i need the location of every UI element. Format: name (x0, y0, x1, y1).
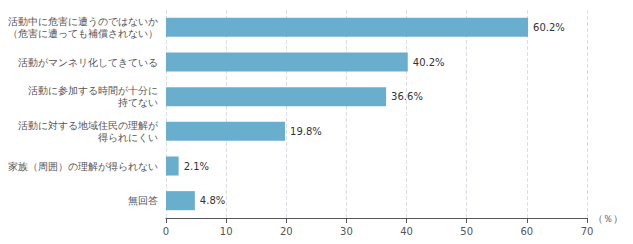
svg-text:活動がマンネリ化してきている: 活動がマンネリ化してきている (18, 57, 158, 68)
svg-text:60.2%: 60.2% (533, 22, 565, 33)
svg-text:活動に参加する時間が十分に: 活動に参加する時間が十分に (28, 85, 158, 96)
svg-text:60: 60 (520, 226, 533, 237)
svg-text:得られにくい: 得られにくい (98, 132, 158, 143)
svg-text:50: 50 (460, 226, 473, 237)
svg-text:活動に対する地域住民の理解が: 活動に対する地域住民の理解が (18, 120, 159, 131)
svg-text:40: 40 (400, 226, 413, 237)
svg-text:（％）: （％） (593, 213, 623, 224)
svg-text:活動中に危害に遭うのではないか: 活動中に危害に遭うのではないか (8, 16, 158, 27)
svg-text:36.6%: 36.6% (391, 91, 423, 102)
svg-text:40.2%: 40.2% (413, 57, 445, 68)
svg-text:無回答: 無回答 (128, 195, 158, 206)
svg-text:（危害に遭っても補償されない）: （危害に遭っても補償されない） (8, 28, 158, 39)
svg-text:家族（周囲）の理解が得られない: 家族（周囲）の理解が得られない (8, 161, 158, 172)
svg-text:19.8%: 19.8% (290, 126, 322, 137)
svg-text:2.1%: 2.1% (184, 161, 209, 172)
svg-text:0: 0 (163, 226, 169, 237)
svg-text:30: 30 (340, 226, 353, 237)
svg-text:70: 70 (581, 226, 594, 237)
svg-text:4.8%: 4.8% (200, 195, 225, 206)
svg-text:10: 10 (220, 226, 233, 237)
svg-text:20: 20 (280, 226, 293, 237)
svg-text:持てない: 持てない (118, 97, 158, 108)
